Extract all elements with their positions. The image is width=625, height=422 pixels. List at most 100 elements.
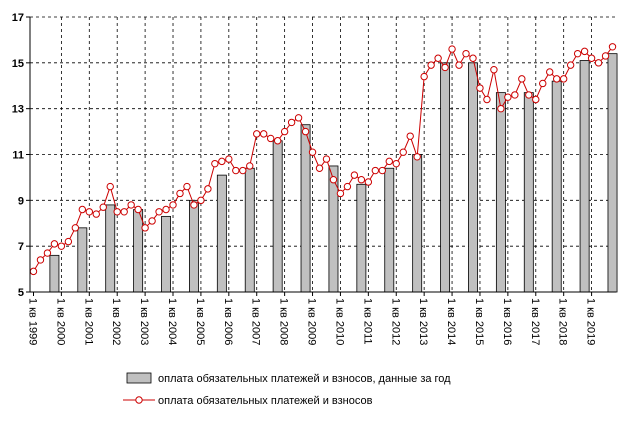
line-marker	[127, 201, 135, 209]
line-marker	[511, 91, 519, 99]
line-marker	[218, 157, 226, 166]
line-marker	[413, 153, 421, 161]
legend-marker	[135, 396, 143, 404]
line-marker	[134, 205, 142, 214]
x-tick-label: 1 кв 2017	[529, 298, 541, 345]
line-marker	[448, 45, 456, 53]
x-tick-label: 1 кв 2013	[417, 298, 429, 345]
line-marker	[476, 84, 484, 92]
line-marker	[92, 210, 100, 218]
line-marker	[329, 176, 338, 184]
bar	[77, 227, 88, 293]
line-marker	[225, 155, 233, 163]
line-marker	[169, 201, 177, 209]
line-marker	[155, 208, 163, 216]
line-marker	[573, 49, 582, 58]
bar	[579, 60, 590, 293]
x-tick-label: 1 кв 2002	[110, 298, 122, 345]
line-marker	[539, 79, 547, 88]
bar	[384, 167, 395, 293]
line-marker	[50, 240, 59, 248]
x-tick-label: 1 кв 2011	[361, 298, 373, 345]
line-marker	[553, 75, 561, 83]
x-tick-label: 1 кв 2014	[445, 298, 457, 345]
line-marker	[392, 159, 400, 168]
line-marker	[322, 155, 331, 163]
line-marker	[587, 54, 596, 62]
line-marker	[427, 61, 435, 69]
y-tick-label: 15	[12, 58, 24, 70]
line-marker	[343, 182, 352, 191]
line-marker	[141, 224, 149, 232]
line-marker	[211, 159, 219, 168]
y-tick-label: 11	[12, 150, 24, 162]
line-marker	[120, 208, 128, 216]
line-marker	[385, 157, 393, 166]
line-marker	[364, 178, 373, 186]
line-marker	[162, 205, 170, 214]
x-tick-label: 1 кв 2004	[166, 298, 178, 345]
line-marker	[197, 196, 205, 205]
line-marker	[260, 130, 268, 138]
line-marker	[190, 201, 198, 209]
line-marker	[239, 166, 247, 175]
x-tick-label: 1 кв 1999	[26, 298, 38, 345]
bar	[412, 154, 423, 293]
line-marker	[43, 249, 52, 257]
line-marker	[455, 61, 463, 69]
line-marker	[420, 72, 428, 81]
line-marker	[280, 127, 289, 136]
line-marker	[580, 47, 589, 56]
line-marker	[315, 164, 324, 172]
bar	[216, 174, 227, 293]
line-marker	[434, 54, 442, 62]
line-marker	[559, 75, 568, 83]
line-marker	[64, 237, 73, 246]
line-marker	[490, 66, 498, 74]
line-marker	[71, 224, 80, 232]
line-marker	[594, 59, 603, 67]
bar	[495, 92, 506, 293]
line-marker	[99, 203, 107, 211]
line-marker	[378, 166, 386, 175]
line-marker	[441, 63, 449, 72]
bar	[272, 140, 283, 293]
line-marker	[106, 182, 114, 191]
bar	[523, 92, 534, 293]
line-marker	[483, 95, 491, 104]
line-marker	[113, 208, 121, 216]
line-marker	[246, 162, 254, 170]
y-tick-label: 9	[18, 195, 24, 207]
line-marker	[294, 114, 303, 122]
line-marker	[148, 217, 156, 225]
bar	[300, 124, 311, 293]
line-marker	[399, 148, 407, 156]
line-marker	[232, 166, 240, 175]
bar	[356, 183, 367, 293]
x-tick-label: 1 кв 2010	[333, 298, 345, 345]
line-marker	[601, 52, 610, 60]
x-tick-label: 1 кв 2005	[194, 298, 206, 345]
line-marker	[371, 166, 380, 175]
y-tick-label: 13	[12, 104, 24, 116]
line-marker	[85, 208, 93, 216]
line-marker	[469, 54, 477, 62]
bar	[133, 209, 144, 293]
line-marker	[546, 68, 554, 76]
x-tick-label: 1 кв 2006	[222, 298, 234, 345]
legend-label: оплата обязательных платежей и взносов	[158, 395, 373, 407]
line-marker	[532, 95, 540, 104]
y-tick-label: 17	[12, 12, 24, 24]
bar	[244, 167, 255, 293]
x-tick-label: 1 кв 2012	[389, 298, 401, 345]
line-marker	[36, 256, 45, 264]
line-marker	[29, 267, 38, 276]
line-marker	[357, 176, 366, 184]
x-tick-label: 1 кв 2008	[278, 298, 290, 345]
bar	[607, 53, 618, 293]
line-marker	[266, 134, 275, 143]
line-marker	[350, 171, 359, 179]
line-marker	[518, 75, 526, 83]
bar	[49, 254, 60, 293]
